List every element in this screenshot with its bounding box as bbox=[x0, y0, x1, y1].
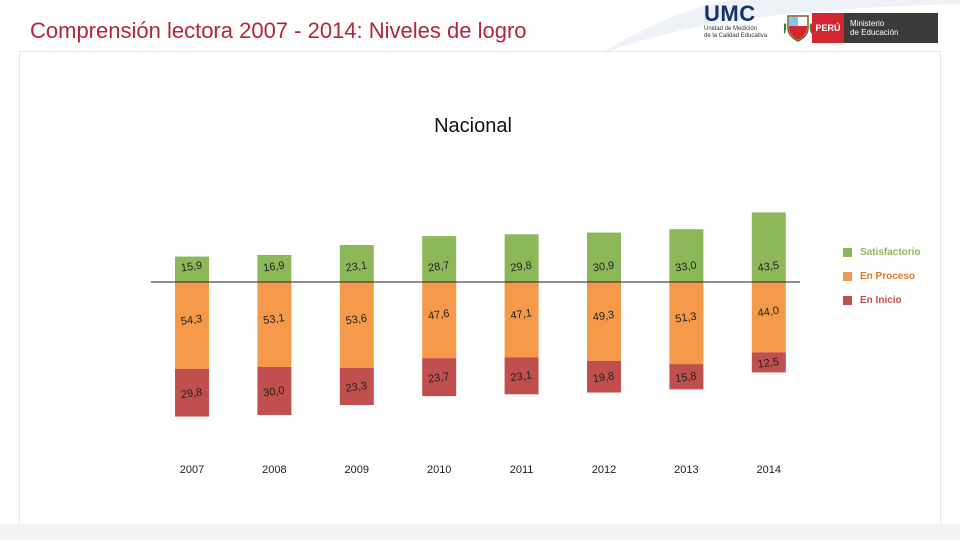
data-label-en-inicio-2008: 30,0 bbox=[263, 385, 286, 400]
legend-swatch-en-proceso bbox=[843, 271, 852, 281]
data-label-en-proceso-2013: 51,3 bbox=[675, 311, 698, 326]
chart-panel bbox=[20, 52, 940, 524]
bar-en-inicio-2011 bbox=[504, 357, 539, 395]
data-label-en-inicio-2012: 19,8 bbox=[592, 370, 615, 385]
umc-logo: UMC Unidad de Medición de la Calidad Edu… bbox=[704, 1, 768, 50]
data-label-satisfactorio-2010: 28,7 bbox=[427, 260, 450, 275]
legend-label-satisfactorio: Satisfactorio bbox=[860, 246, 921, 258]
bar-en-proceso-2012 bbox=[587, 282, 621, 361]
bar-satisfactorio-2011 bbox=[504, 234, 539, 282]
chart-title: Nacional bbox=[434, 115, 512, 137]
data-label-en-proceso-2014: 44,0 bbox=[757, 305, 780, 320]
x-tick-label-2009: 2009 bbox=[345, 464, 369, 476]
data-label-satisfactorio-2012: 30,9 bbox=[592, 260, 615, 275]
labels-layer: 15,9 54,3 29,8 16,9 53,1 30,0 23,1 53,6 23,3 28,7… bbox=[180, 260, 780, 402]
bar-satisfactorio-2012 bbox=[587, 232, 621, 282]
slide-header: Comprensión lectora 2007 - 2014: Niveles… bbox=[0, 0, 960, 54]
x-tick-label-2008: 2008 bbox=[262, 464, 286, 476]
data-label-en-inicio-2007: 29,8 bbox=[180, 386, 203, 401]
legend-swatch-en-inicio bbox=[843, 295, 852, 305]
peru-label: PERÚ bbox=[812, 13, 844, 43]
chart-legend: Satisfactorio En Proceso En Inicio bbox=[843, 240, 943, 312]
legend-item-en-proceso: En Proceso bbox=[843, 264, 943, 288]
data-label-en-proceso-2011: 47,1 bbox=[510, 307, 533, 322]
bottom-band bbox=[0, 524, 960, 540]
x-tick-label-2007: 2007 bbox=[180, 464, 204, 476]
data-label-en-inicio-2013: 15,8 bbox=[675, 370, 698, 385]
coat-of-arms-icon bbox=[784, 15, 812, 42]
bar-en-proceso-2013 bbox=[669, 282, 704, 365]
bar-en-inicio-2007 bbox=[175, 368, 209, 417]
ministerio-educacion-logo: PERÚ Ministerio de Educación bbox=[812, 13, 938, 43]
legend-item-satisfactorio: Satisfactorio bbox=[843, 240, 943, 264]
x-tick-label-2014: 2014 bbox=[757, 464, 781, 476]
umc-logo-subtitle-2: de la Calidad Educativa bbox=[704, 33, 768, 39]
bar-en-inicio-2010 bbox=[422, 358, 457, 397]
x-tick-label-2011: 2011 bbox=[510, 464, 534, 476]
bar-en-inicio-2013 bbox=[669, 364, 704, 390]
data-label-en-proceso-2008: 53,1 bbox=[263, 312, 286, 327]
x-tick-label-2012: 2012 bbox=[592, 464, 616, 476]
bar-satisfactorio-2010 bbox=[422, 236, 457, 282]
bar-en-proceso-2010 bbox=[422, 282, 457, 359]
legend-label-en-inicio: En Inicio bbox=[860, 294, 902, 306]
legend-label-en-proceso: En Proceso bbox=[860, 270, 916, 282]
bar-satisfactorio-2014 bbox=[751, 212, 786, 282]
data-label-en-inicio-2011: 23,1 bbox=[510, 369, 533, 384]
bar-en-proceso-2014 bbox=[751, 282, 786, 353]
data-label-satisfactorio-2008: 16,9 bbox=[263, 260, 286, 275]
bar-en-proceso-2011 bbox=[504, 282, 539, 358]
data-label-en-inicio-2010: 23,7 bbox=[427, 371, 450, 386]
umc-logo-title: UMC bbox=[704, 1, 756, 26]
x-axis-labels: 2007 2008 2009 2010 2011 2012 2013 2014 bbox=[180, 464, 781, 476]
bar-en-proceso-2009 bbox=[339, 282, 374, 368]
legend-item-en-inicio: En Inicio bbox=[843, 288, 943, 312]
legend-swatch-satisfactorio bbox=[843, 247, 852, 257]
data-label-en-proceso-2010: 47,6 bbox=[427, 308, 450, 323]
page-title: Comprensión lectora 2007 - 2014: Niveles… bbox=[30, 18, 527, 43]
bar-satisfactorio-2013 bbox=[669, 229, 704, 282]
bar-en-inicio-2009 bbox=[339, 367, 374, 406]
data-label-en-inicio-2009: 23,3 bbox=[345, 380, 368, 395]
bar-en-inicio-2012 bbox=[587, 360, 621, 393]
x-tick-label-2010: 2010 bbox=[427, 464, 451, 476]
bar-satisfactorio-2007 bbox=[175, 256, 209, 282]
data-label-en-proceso-2007: 54,3 bbox=[180, 313, 203, 328]
data-label-en-proceso-2012: 49,3 bbox=[592, 309, 615, 324]
bars-layer bbox=[175, 212, 786, 417]
data-label-en-proceso-2009: 53,6 bbox=[345, 312, 368, 327]
umc-logo-subtitle-1: Unidad de Medición bbox=[704, 26, 758, 32]
data-label-en-inicio-2014: 12,5 bbox=[757, 356, 780, 371]
ministry-label: Ministerio de Educación bbox=[844, 13, 938, 43]
bar-en-inicio-2008 bbox=[257, 366, 292, 415]
data-label-satisfactorio-2007: 15,9 bbox=[180, 260, 203, 275]
data-label-satisfactorio-2014: 43,5 bbox=[757, 260, 780, 275]
data-label-satisfactorio-2013: 33,0 bbox=[675, 260, 698, 275]
bar-satisfactorio-2008 bbox=[257, 254, 292, 282]
header-swoosh-decoration bbox=[600, 0, 960, 54]
bar-satisfactorio-2009 bbox=[339, 245, 374, 282]
x-tick-label-2013: 2013 bbox=[674, 464, 698, 476]
data-label-satisfactorio-2011: 29,8 bbox=[510, 260, 533, 275]
data-label-satisfactorio-2009: 23,1 bbox=[345, 260, 368, 275]
bar-en-inicio-2014 bbox=[751, 352, 786, 373]
bar-en-proceso-2007 bbox=[175, 282, 209, 369]
bar-en-proceso-2008 bbox=[257, 282, 292, 367]
